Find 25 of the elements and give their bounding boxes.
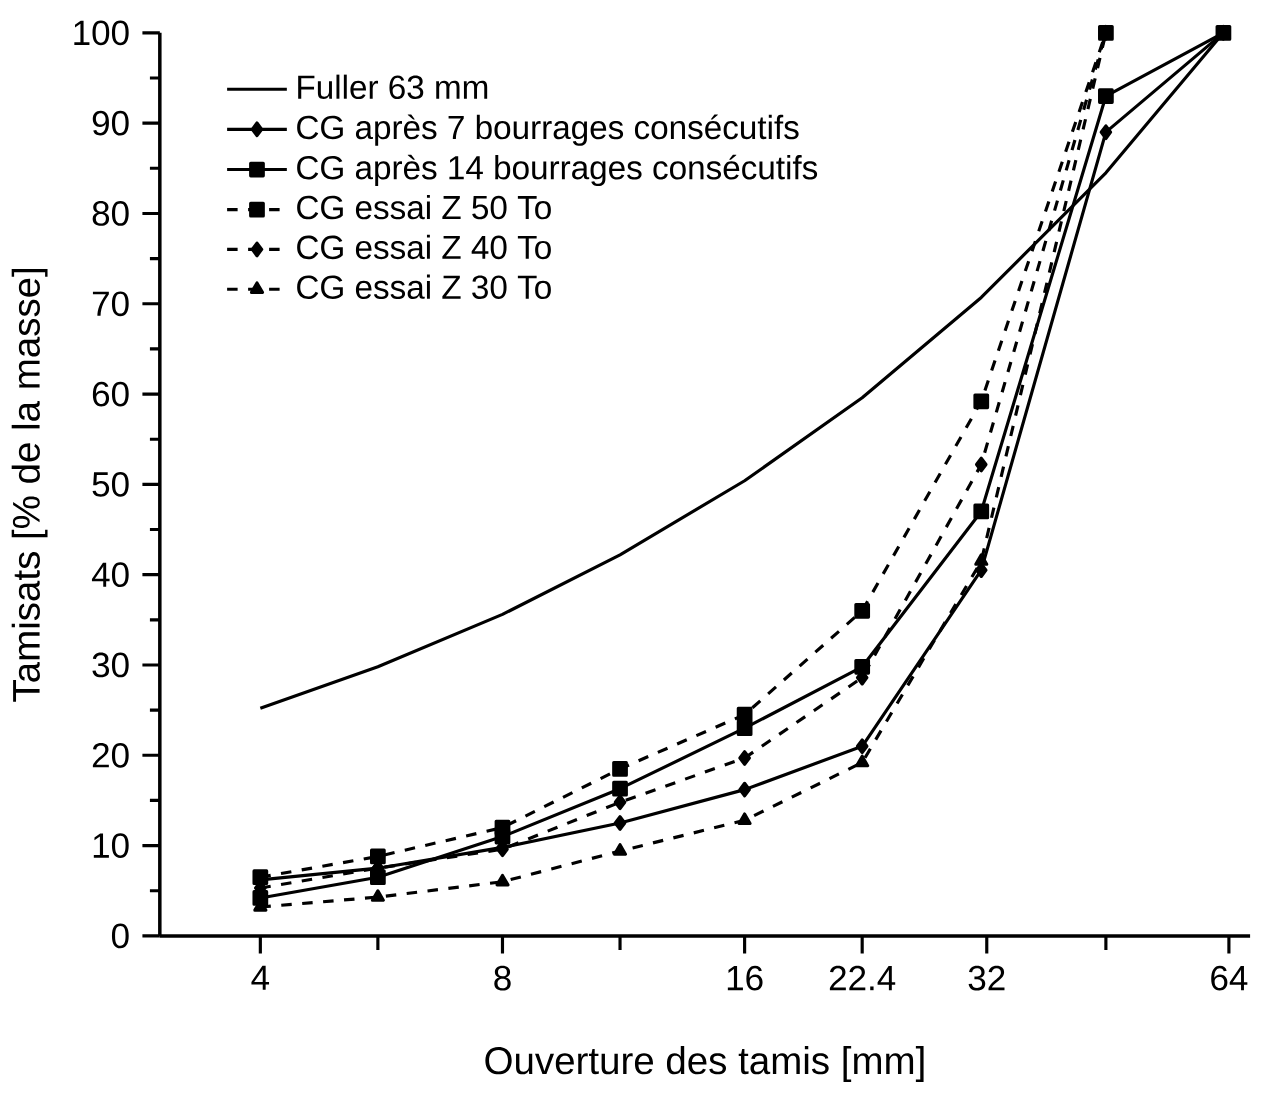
legend-label: CG essai Z 40 To [297, 234, 551, 260]
x-tick-label: 16 [727, 965, 763, 991]
y-tick-label: 0 [111, 923, 129, 949]
legend-label: CG après 7 bourrages consécutifs [297, 114, 799, 147]
y-tick-label: 80 [92, 201, 129, 227]
y-axis-title: Tamisats [% de la masse] [11, 269, 48, 702]
y-tick-label: 30 [92, 652, 129, 678]
y-tick-label: 10 [93, 833, 129, 859]
y-tick-label: 60 [92, 381, 129, 407]
x-tick-label: 32 [968, 965, 1005, 991]
x-tick-label: 64 [1211, 965, 1248, 991]
y-tick-label: 100 [74, 20, 129, 46]
y-tick-label: 90 [92, 110, 129, 136]
legend-label: Fuller 63 mm [298, 74, 488, 100]
legend-label: CG essai Z 50 To [297, 195, 551, 220]
x-tick-label: 22.4 [829, 965, 896, 991]
y-tick-label: 40 [91, 562, 129, 588]
x-tick-label: 4 [251, 965, 270, 991]
y-tick-label: 70 [92, 291, 129, 317]
legend-label: CG essai Z 30 To [297, 274, 551, 300]
y-tick-label: 20 [92, 743, 129, 768]
y-tick-label: 50 [92, 472, 129, 497]
x-axis-title: Ouverture des tamis [mm] [485, 1046, 924, 1083]
x-tick-label: 8 [494, 965, 511, 991]
legend-label: CG après 14 bourrages consécutifs [297, 154, 818, 187]
